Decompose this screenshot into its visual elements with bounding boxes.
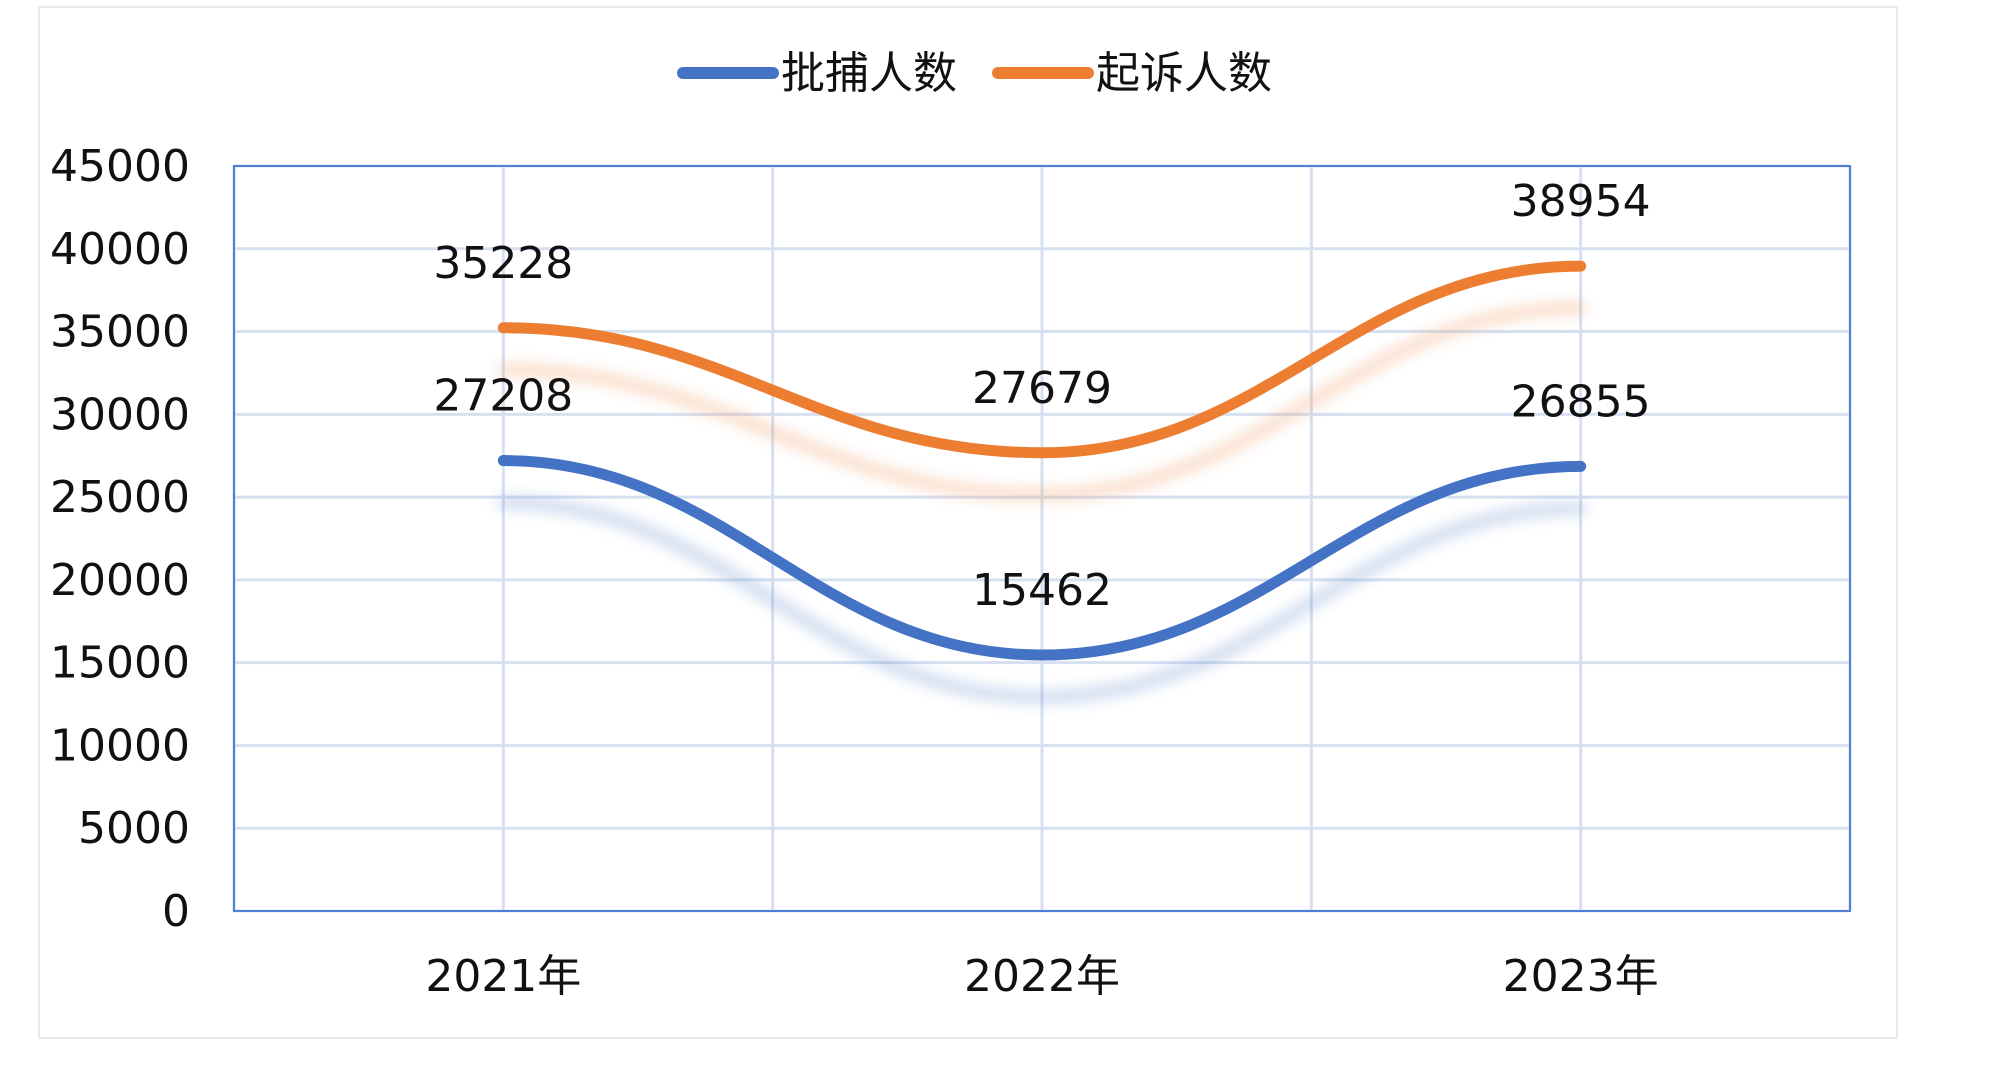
x-tick-label: 2023年 [1503,951,1659,1002]
data-point [1041,654,1043,657]
chart-frame [38,6,1898,1039]
data-point [502,326,505,329]
y-tick-label: 15000 [50,638,190,689]
y-tick-label: 35000 [50,307,190,358]
data-point [1579,265,1582,268]
series-shadow [497,302,1587,501]
legend-label: 起诉人数 [1096,48,1272,99]
y-tick-label: 5000 [78,803,190,854]
data-point [502,459,505,462]
data-label: 27679 [972,363,1112,414]
data-point [1579,465,1582,468]
y-axis-ticks: 0 5000 10000 15000 20000 25000 30000 35000 40000… [50,141,190,937]
plot-area-border [233,165,1851,912]
y-tick-label: 40000 [50,224,190,275]
legend: 批捕人数 起诉人数 [677,48,1272,99]
legend-label: 批捕人数 [781,48,957,99]
data-label: 38954 [1511,176,1651,227]
y-tick-label: 20000 [50,555,190,606]
y-tick-label: 45000 [50,141,190,192]
data-point [1041,451,1043,454]
series-lines [497,260,1587,661]
data-label: 35228 [433,238,573,289]
data-labels: 27208 15462 26855 35228 27679 38954 [433,176,1650,616]
plot-area-outline [233,165,1851,912]
x-tick-label: 2022年 [964,951,1120,1002]
y-tick-label: 25000 [50,472,190,523]
data-label: 15462 [972,565,1112,616]
series-shadow [497,496,1587,704]
series-shadows [497,302,1587,704]
data-label: 27208 [433,371,573,422]
y-tick-label: 10000 [50,720,190,771]
x-axis-ticks: 2021年 2022年 2023年 [425,951,1658,1002]
x-tick-label: 2021年 [425,951,581,1002]
y-tick-label: 0 [162,886,190,937]
y-tick-label: 30000 [50,389,190,440]
data-label: 26855 [1511,376,1651,427]
